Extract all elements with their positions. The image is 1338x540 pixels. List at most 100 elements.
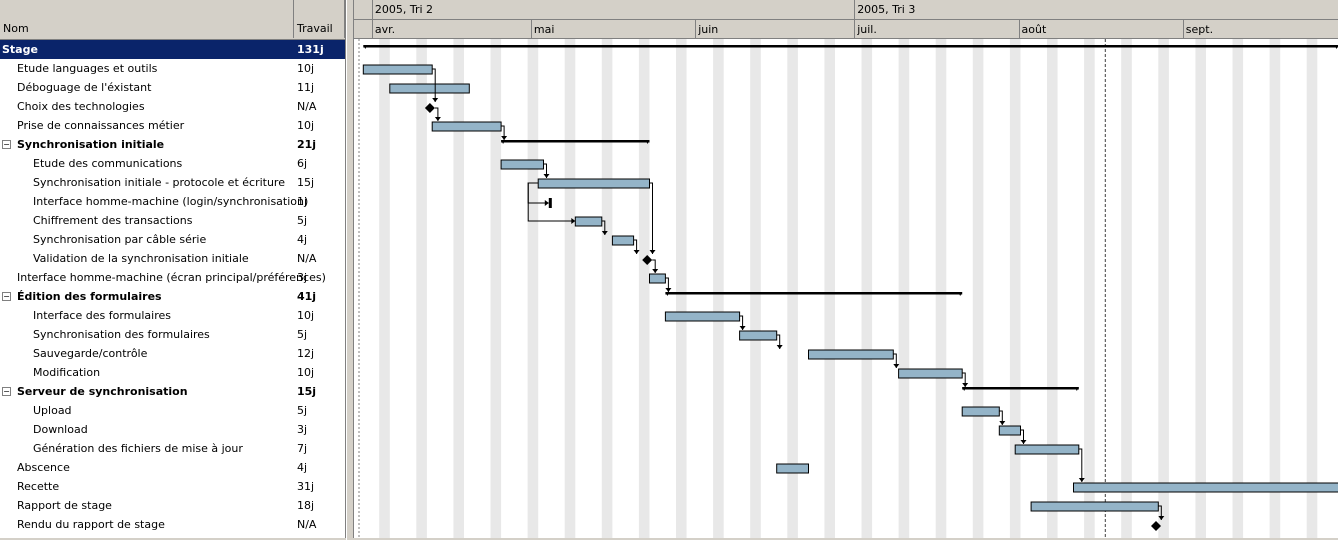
task-row[interactable]: Validation de la synchronisation initial…: [0, 249, 345, 268]
task-row[interactable]: Interface homme-machine (écran principal…: [0, 268, 345, 287]
milestone-diamond: [1151, 521, 1161, 531]
task-row[interactable]: Stage 131j: [0, 40, 345, 59]
task-bar: [574, 216, 603, 227]
column-header-work[interactable]: Travail: [294, 0, 345, 38]
timescale-quarter: 2005, Tri 2: [371, 0, 872, 19]
weekend-band: [1158, 39, 1169, 538]
task-row[interactable]: Upload 5j: [0, 401, 345, 420]
task-work: 6j: [297, 157, 308, 170]
task-bar: [537, 178, 650, 189]
month-label: juil.: [857, 23, 877, 36]
task-row[interactable]: Download 3j: [0, 420, 345, 439]
dependency-link: [652, 259, 656, 273]
dependency-link: [1020, 429, 1024, 444]
dependency-link: [962, 372, 966, 387]
dependency-link: [434, 107, 439, 121]
weekend-band: [787, 39, 798, 538]
task-row[interactable]: Interface des formulaires 10j: [0, 306, 345, 325]
task-bar: [1014, 444, 1080, 455]
column-header-name[interactable]: Nom: [0, 0, 294, 38]
summary-end-cap: [962, 387, 967, 391]
timescale-bottom: avr. mai juin juil. août sept.: [354, 20, 1338, 39]
task-row[interactable]: Abscence 4j: [0, 458, 345, 477]
collapse-toggle-icon[interactable]: −: [2, 387, 11, 396]
milestone-marker: [548, 198, 552, 208]
task-name: Synchronisation des formulaires: [33, 328, 210, 341]
dependency-link: [649, 182, 653, 254]
task-row[interactable]: Etude des communications 6j: [0, 154, 345, 173]
summary-end-cap: [645, 140, 650, 144]
task-bar: [500, 159, 545, 170]
task-row[interactable]: Prise de connaissances métier 10j: [0, 116, 345, 135]
weekend-band: [750, 39, 761, 538]
task-row[interactable]: − Édition des formulaires 41j: [0, 287, 345, 306]
task-name: Sauvegarde/contrôle: [33, 347, 148, 360]
timescale-month: juin: [695, 20, 865, 38]
summary-end-cap: [1074, 387, 1079, 391]
task-work: N/A: [297, 100, 317, 113]
collapse-toggle-icon[interactable]: −: [2, 140, 11, 149]
task-row[interactable]: Chiffrement des transactions 5j: [0, 211, 345, 230]
dependency-arrowhead: [1078, 478, 1085, 482]
task-name: Synchronisation par câble série: [33, 233, 207, 246]
task-row[interactable]: Déboguage de l'éxistant 11j: [0, 78, 345, 97]
weekend-band: [713, 39, 724, 538]
timescale-month: avr.: [371, 20, 542, 38]
dependency-link: [999, 410, 1003, 425]
task-work: 10j: [297, 119, 315, 132]
month-label: sept.: [1185, 23, 1214, 36]
task-row[interactable]: Choix des technologies N/A: [0, 97, 345, 116]
summary-end-cap: [363, 45, 368, 49]
summary-end-cap: [501, 140, 506, 144]
task-row[interactable]: Synchronisation des formulaires 5j: [0, 325, 345, 344]
task-row[interactable]: Synchronisation initiale - protocole et …: [0, 173, 345, 192]
collapse-toggle-icon[interactable]: −: [2, 292, 11, 301]
weekend-band: [676, 39, 687, 538]
task-row[interactable]: Synchronisation par câble série 4j: [0, 230, 345, 249]
task-name: Download: [33, 423, 88, 436]
task-row[interactable]: Recette 31j: [0, 477, 345, 496]
quarter-label: 2005, Tri 3: [857, 3, 916, 16]
task-row[interactable]: − Serveur de synchronisation 15j: [0, 382, 345, 401]
dependency-arrowhead: [633, 250, 640, 254]
dependency-link: [633, 239, 638, 254]
task-work: N/A: [297, 518, 317, 531]
summary-end-cap: [665, 292, 670, 296]
task-row[interactable]: Etude languages et outils 10j: [0, 59, 345, 78]
task-row[interactable]: − Synchronisation initiale 21j: [0, 135, 345, 154]
task-row[interactable]: Rapport de stage 18j: [0, 496, 345, 515]
task-name: Synchronisation initiale: [17, 138, 165, 151]
weekend-band: [638, 39, 650, 538]
task-row[interactable]: Rendu du rapport de stage N/A: [0, 515, 345, 534]
dependency-link: [893, 353, 897, 368]
task-bar: [998, 425, 1021, 436]
task-name: Interface homme-machine (écran principal…: [17, 271, 326, 284]
weekend-band: [935, 39, 947, 538]
task-name: Rendu du rapport de stage: [17, 518, 165, 531]
task-table: Nom Travail Stage 131j Etude languages et …: [0, 0, 346, 538]
task-row[interactable]: Interface homme-machine (login/synchroni…: [0, 192, 345, 211]
task-row[interactable]: Modification 10j: [0, 363, 345, 382]
task-work: N/A: [297, 252, 317, 265]
task-row[interactable]: Sauvegarde/contrôle 12j: [0, 344, 345, 363]
task-work: 31j: [297, 480, 315, 493]
weekend-band: [527, 39, 539, 538]
dependency-arrowhead: [739, 326, 746, 330]
weekend-band: [1009, 39, 1021, 538]
task-name: Déboguage de l'éxistant: [17, 81, 152, 94]
task-work: 5j: [297, 214, 308, 227]
pane-splitter[interactable]: [346, 0, 353, 540]
task-row[interactable]: Génération des fichiers de mise à jour 7j: [0, 439, 345, 458]
dependency-arrowhead: [544, 200, 549, 206]
task-work: 10j: [297, 62, 315, 75]
task-name: Synchronisation initiale - protocole et …: [33, 176, 285, 189]
weekend-band: [1121, 39, 1132, 538]
quarter-label: 2005, Tri 2: [374, 3, 434, 16]
dependency-arrowhead: [649, 250, 656, 254]
dependency-arrowhead: [962, 383, 969, 387]
task-work: 15j: [297, 385, 317, 398]
task-name: Modification: [33, 366, 101, 379]
task-bar: [808, 349, 894, 360]
summary-end-cap: [1334, 45, 1338, 49]
weekend-band: [453, 39, 464, 538]
